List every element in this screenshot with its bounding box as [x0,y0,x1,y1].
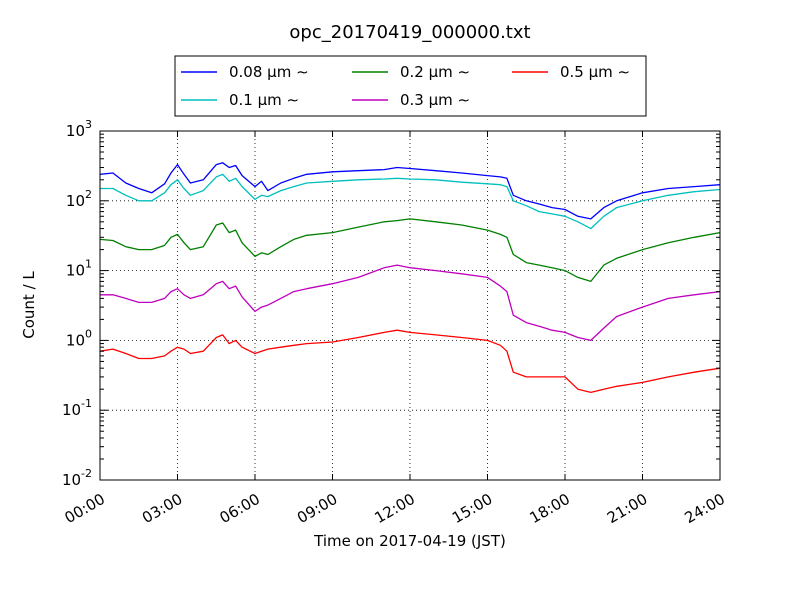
y-tick-label: 100 [66,327,92,349]
x-tick-label: 00:00 [62,490,108,527]
series-line-0-3 [100,264,721,342]
chart-title: opc_20170419_000000.txt [289,22,530,43]
x-tick-label: 21:00 [604,490,650,527]
legend-label: 0.3 μm ∼ [400,91,470,109]
series-line-0-1 [100,173,721,230]
y-tick-label: 103 [66,118,92,140]
legend-label: 0.08 μm ∼ [229,63,309,81]
series-line-0-2 [99,218,721,283]
legend-box [174,55,647,117]
grid [100,131,720,480]
y-tick-label: 10-1 [62,397,92,419]
y-tick-label: 101 [66,258,92,280]
x-axis: 00:00 03:00 06:00 09:00 12:00 15:00 18:00 21:00… [62,131,728,527]
legend-label: 0.1 μm ∼ [229,91,299,109]
x-tick-label: 12:00 [372,490,418,527]
x-tick-label: 03:00 [139,490,185,527]
x-tick-label: 09:00 [294,490,340,527]
x-tick-label: 24:00 [682,490,728,527]
x-tick-label: 18:00 [527,490,573,527]
y-axis: 10-2 10-1 100 101 102 103 [62,118,720,489]
y-axis-label: Count / L [20,271,38,339]
x-tick-label: 15:00 [449,490,495,527]
y-tick-label: 102 [66,188,92,210]
x-axis-label: Time on 2017-04-19 (JST) [313,532,506,550]
legend-label: 0.2 μm ∼ [400,63,470,81]
legend: 0.08 μm ∼ 0.1 μm ∼ 0.2 μm ∼ 0.3 μm ∼ 0.5 μm … [174,55,647,117]
legend-label: 0.5 μm ∼ [560,63,630,81]
y-tick-label: 10-2 [62,467,92,489]
series-layer [99,162,721,394]
series-line-0-5 [99,329,721,394]
series-line-0-08 [99,162,721,220]
x-tick-label: 06:00 [217,490,263,527]
